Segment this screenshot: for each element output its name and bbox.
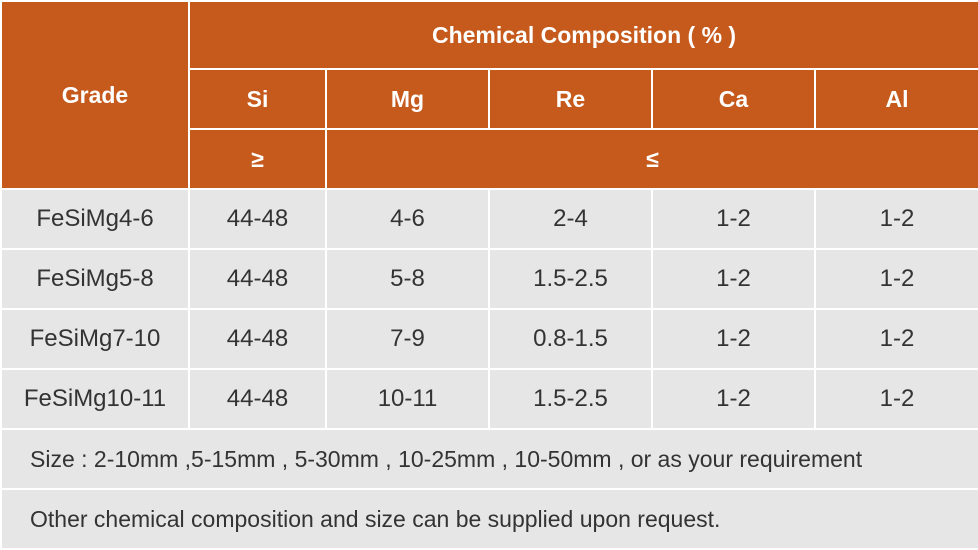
value-cell: 44-48: [188, 188, 327, 250]
value-cell: 1-2: [651, 248, 816, 310]
column-header: Ca: [651, 68, 816, 130]
table-body: FeSiMg4-6 44-48 4-6 2-4 1-2 1-2 FeSiMg5-8 44-48…: [0, 188, 978, 550]
limit-header: ≤: [324, 128, 978, 190]
column-header: Al: [813, 68, 978, 130]
value-cell: 4-6: [325, 188, 490, 250]
note-row: Size : 2-10mm ,5-15mm , 5-30mm , 10-25mm…: [0, 428, 978, 490]
column-header: Re: [488, 68, 653, 130]
value-cell: 1-2: [813, 248, 978, 310]
grade-header: Grade: [0, 0, 190, 190]
value-cell: 0.8-1.5: [488, 308, 653, 370]
value-cell: 1-2: [813, 188, 978, 250]
column-header: Si: [188, 68, 327, 130]
grade-cell: FeSiMg10-11: [0, 368, 190, 430]
grade-cell: FeSiMg4-6: [0, 188, 190, 250]
value-cell: 44-48: [188, 308, 327, 370]
limit-header: ≥: [188, 128, 327, 190]
value-cell: 1-2: [813, 368, 978, 430]
value-cell: 7-9: [325, 308, 490, 370]
grade-cell: FeSiMg7-10: [0, 308, 190, 370]
value-cell: 1-2: [651, 188, 816, 250]
table-row: FeSiMg4-6 44-48 4-6 2-4 1-2 1-2: [0, 188, 978, 250]
note: Other chemical composition and size can …: [0, 488, 978, 550]
table-row: FeSiMg10-11 44-48 10-11 1.5-2.5 1-2 1-2: [0, 368, 978, 430]
group-header: Chemical Composition ( % ): [187, 0, 978, 70]
value-cell: 1-2: [651, 368, 816, 430]
value-cell: 1.5-2.5: [488, 248, 653, 310]
value-cell: 44-48: [188, 368, 327, 430]
value-cell: 10-11: [325, 368, 490, 430]
value-cell: 44-48: [188, 248, 327, 310]
value-cell: 1.5-2.5: [488, 368, 653, 430]
grade-cell: FeSiMg5-8: [0, 248, 190, 310]
value-cell: 1-2: [651, 308, 816, 370]
column-header: Mg: [325, 68, 490, 130]
table-row: FeSiMg7-10 44-48 7-9 0.8-1.5 1-2 1-2: [0, 308, 978, 370]
note-row: Other chemical composition and size can …: [0, 488, 978, 550]
value-cell: 1-2: [813, 308, 978, 370]
value-cell: 5-8: [325, 248, 490, 310]
note: Size : 2-10mm ,5-15mm , 5-30mm , 10-25mm…: [0, 428, 978, 490]
value-cell: 2-4: [488, 188, 653, 250]
table-row: FeSiMg5-8 44-48 5-8 1.5-2.5 1-2 1-2: [0, 248, 978, 310]
